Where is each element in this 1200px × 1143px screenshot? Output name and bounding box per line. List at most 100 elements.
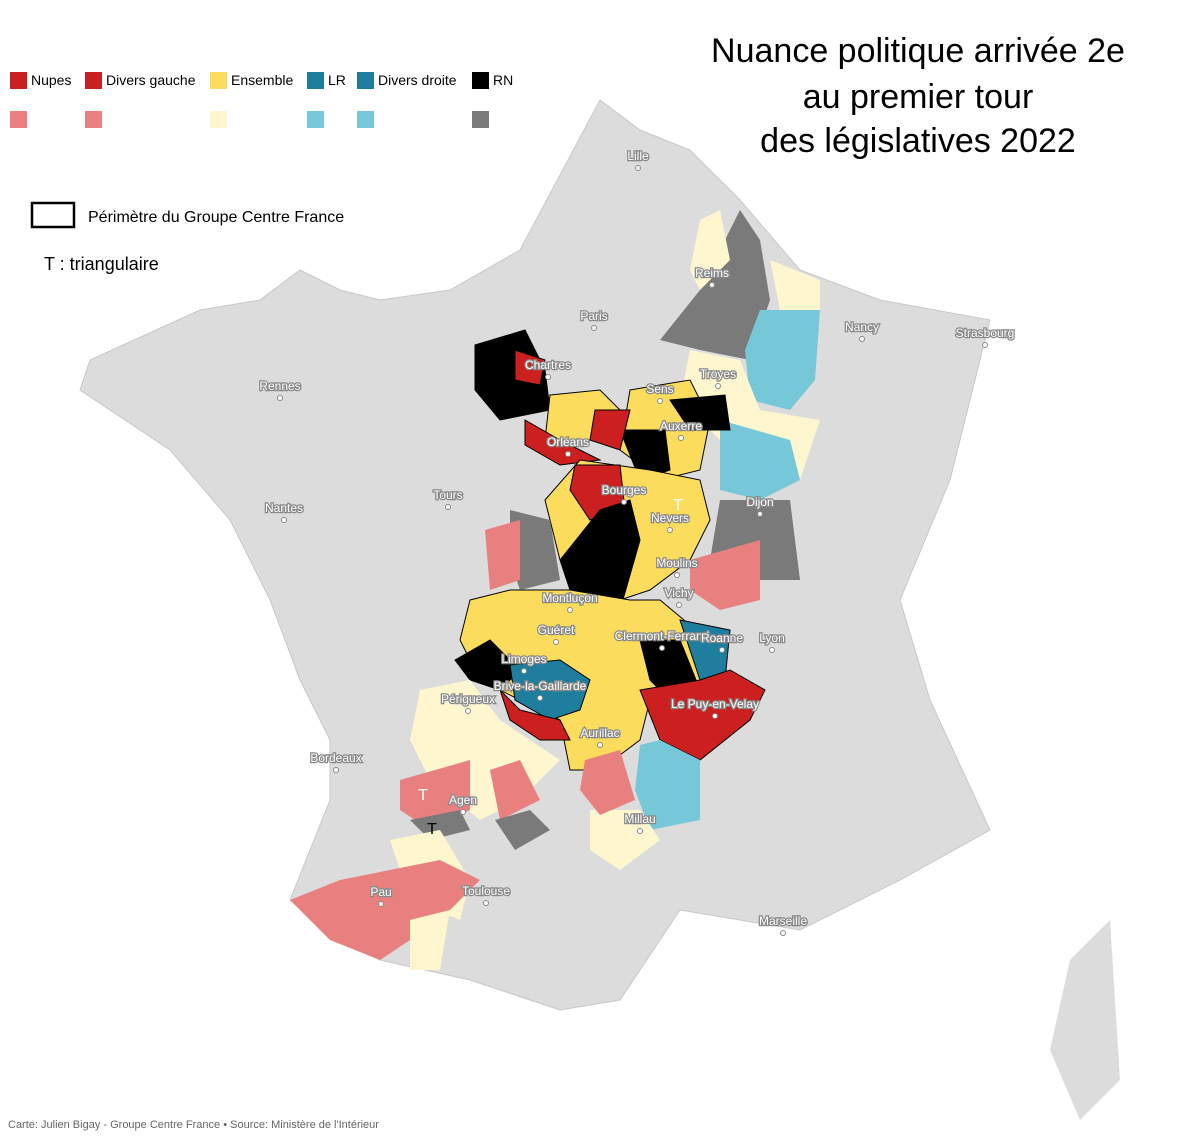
city-dot [769,647,775,653]
city-dot [712,713,718,719]
perimeter-swatch [30,201,76,229]
legend-swatch-light [10,111,27,128]
city-dot [859,336,865,342]
city-dot [657,398,663,404]
city-dot [678,435,684,441]
city-dot [281,517,287,523]
city-dot [635,165,641,171]
legend-swatch-light [210,111,227,128]
corsica [1050,920,1120,1120]
city-label: Agen [449,793,477,807]
constituency-region [690,540,760,610]
city-label: Moulins [656,556,697,570]
constituency-region [635,740,700,830]
legend-swatch [210,72,227,89]
constituency-region [745,310,820,410]
city-label: Nancy [845,320,879,334]
triangulaire-marker: T [427,821,437,838]
city-label: Le Puy-en-Velay [671,697,759,711]
city-label: Toulouse [462,884,510,898]
city-dot [545,374,551,380]
constituency-region [720,420,800,500]
constituency-region [410,810,470,840]
city-label: Lyon [759,631,785,645]
legend-swatch [357,72,374,89]
city-dot [715,383,721,389]
legend-swatch-light [357,111,374,128]
city-dot [483,900,489,906]
legend-swatch-light [85,111,102,128]
legend-swatch-light [307,111,324,128]
constituency-region [495,810,550,850]
triangulaire-note: T : triangulaire [44,254,159,274]
city-label: Rennes [259,379,300,393]
city-dot [674,572,680,578]
city-label: Périgueux [441,692,495,706]
title-line: au premier tour [803,78,1034,116]
city-label: Auxerre [660,419,702,433]
city-label: Clermont-Ferrand [615,629,710,643]
source: Carte: Julien Bigay - Groupe Centre Fran… [8,1119,379,1131]
city-dot [378,901,384,907]
constituency-region [509,659,591,721]
city-label: Nevers [651,511,689,525]
constituency-region [290,860,480,960]
city-dot [537,695,543,701]
city-label: Millau [624,812,655,826]
city-dot [659,645,665,651]
perimeter-note: Périmètre du Groupe Centre France [88,209,344,226]
city-dot [780,930,786,936]
city-label: Pau [370,885,391,899]
legend-label: Divers gauche [106,72,196,88]
city-label: Chartres [525,358,571,372]
legend-swatch [307,72,324,89]
constituency-region [499,689,571,741]
city-dot [460,809,466,815]
triangulaire-marker: T [418,787,428,804]
city-label: Nantes [265,501,303,515]
legend-label: Ensemble [231,72,293,88]
city-label: Montluçon [542,591,597,605]
city-dot [465,708,471,714]
city-label: Bordeaux [310,751,361,765]
city-dot [521,668,527,674]
city-dot [567,607,573,613]
constituency-region [485,520,520,590]
city-label: Reims [695,266,729,280]
city-label: Marseille [759,914,807,928]
city-label: Tours [433,488,462,502]
constituency-region [639,669,766,761]
legend-swatch-light [472,111,489,128]
constituency-region [514,349,546,386]
constituency-region [590,810,660,870]
title-line: des législatives 2022 [760,122,1076,160]
city-dot [676,602,682,608]
constituency-region [490,760,540,820]
city-label: Bourges [602,483,647,497]
city-label: Roanne [701,631,743,645]
city-dot [621,499,627,505]
legend-label: Divers droite [378,72,457,88]
constituency-region [410,910,450,970]
city-dot [277,395,283,401]
city-dot [597,742,603,748]
city-dot [982,342,988,348]
legend-label: Nupes [31,72,71,88]
city-label: Vichy [664,586,693,600]
city-dot [719,647,725,653]
constituency-region [669,394,731,431]
city-label: Lille [627,149,649,163]
legend-swatch [472,72,489,89]
city-dot [445,504,451,510]
city-label: Paris [580,309,607,323]
triangulaire-marker: T [673,497,683,514]
city-dot [709,282,715,288]
constituency-region [580,750,635,815]
city-dot [637,828,643,834]
legend-label: RN [493,72,513,88]
city-dot [333,767,339,773]
city-label: Strasbourg [956,326,1015,340]
constituency-region [589,409,631,451]
city-label: Sens [646,382,673,396]
